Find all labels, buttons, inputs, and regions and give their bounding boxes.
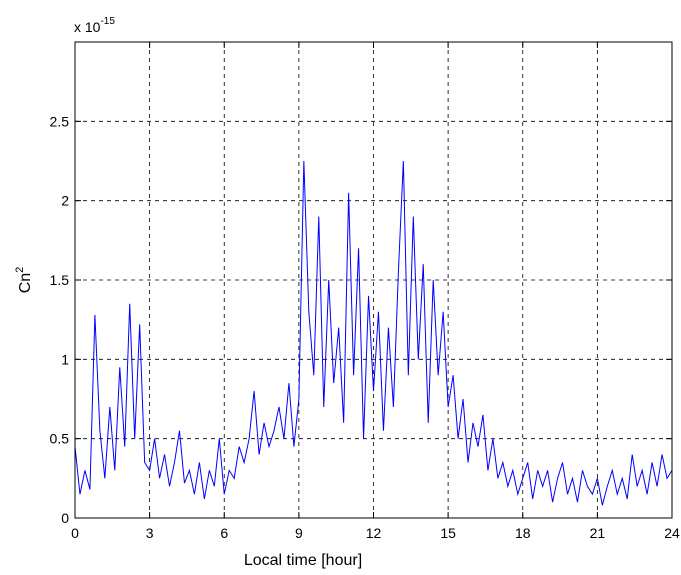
x-tick-label: 21: [590, 525, 606, 541]
y-tick-label: 1.5: [50, 272, 70, 288]
data-line: [74, 160, 673, 506]
y-tick-label: 1: [61, 351, 69, 367]
y-tick-label: 0.5: [50, 431, 70, 447]
y-axis-label-group: Cn2: [14, 267, 34, 294]
x-tick-label: 15: [440, 525, 456, 541]
y-axis-label: Cn2: [14, 267, 34, 294]
x-tick-label: 6: [220, 525, 228, 541]
x-tick-label: 24: [664, 525, 680, 541]
y-axis-label-base: Cn: [17, 273, 34, 293]
y-scale-exponent: -15: [100, 16, 115, 27]
y-tick-label: 2: [61, 193, 69, 209]
x-tick-label: 9: [295, 525, 303, 541]
x-tick-label: 12: [366, 525, 382, 541]
y-tick-label: 0: [61, 510, 69, 526]
x-tick-label: 3: [146, 525, 154, 541]
y-tick-label: 2.5: [50, 113, 70, 129]
x-axis-label: Local time [hour]: [244, 552, 362, 569]
plot-frame: [74, 41, 673, 519]
y-scale-label: x 10-15: [74, 16, 115, 35]
x-tick-label: 0: [71, 525, 79, 541]
y-axis-label-superscript: 2: [14, 267, 26, 273]
x-tick-label: 18: [515, 525, 531, 541]
y-scale-base: x 10: [74, 19, 101, 35]
